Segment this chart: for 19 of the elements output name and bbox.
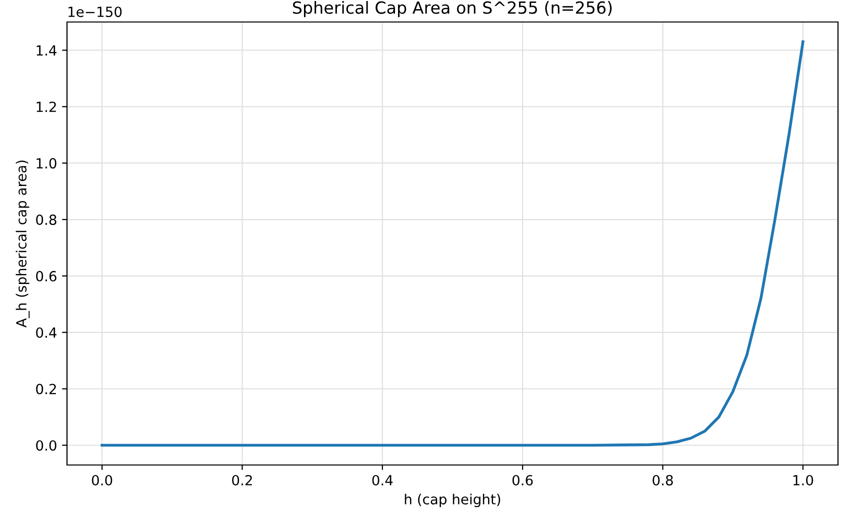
y-tick-label: 0.0 — [36, 440, 56, 451]
x-tick-label: 0.8 — [652, 474, 673, 486]
y-tick-label: 0.4 — [36, 327, 56, 338]
line-series — [100, 40, 804, 447]
y-tick-label: 1.0 — [36, 158, 56, 169]
y-axis-title: A_h (spherical cap area) — [16, 160, 30, 328]
x-tick-label: 1.0 — [793, 474, 814, 486]
y-tick-label: 1.4 — [36, 45, 56, 56]
x-tick-label: 0.0 — [92, 474, 112, 486]
x-tick-label: 0.6 — [512, 474, 533, 486]
y-tick-label: 1.2 — [36, 102, 56, 112]
x-axis-title: h (cap height) — [404, 494, 500, 508]
x-tick-label: 0.4 — [372, 474, 393, 486]
y-tick-label: 0.8 — [36, 214, 56, 225]
x-tick-label: 0.2 — [232, 474, 252, 486]
chart-title: Spherical Cap Area on S^255 (n=256) — [293, 1, 612, 18]
y-tick-label: 0.2 — [36, 384, 56, 394]
y-tick-label: 0.6 — [36, 270, 56, 282]
text: 1e−150 — [68, 6, 122, 18]
